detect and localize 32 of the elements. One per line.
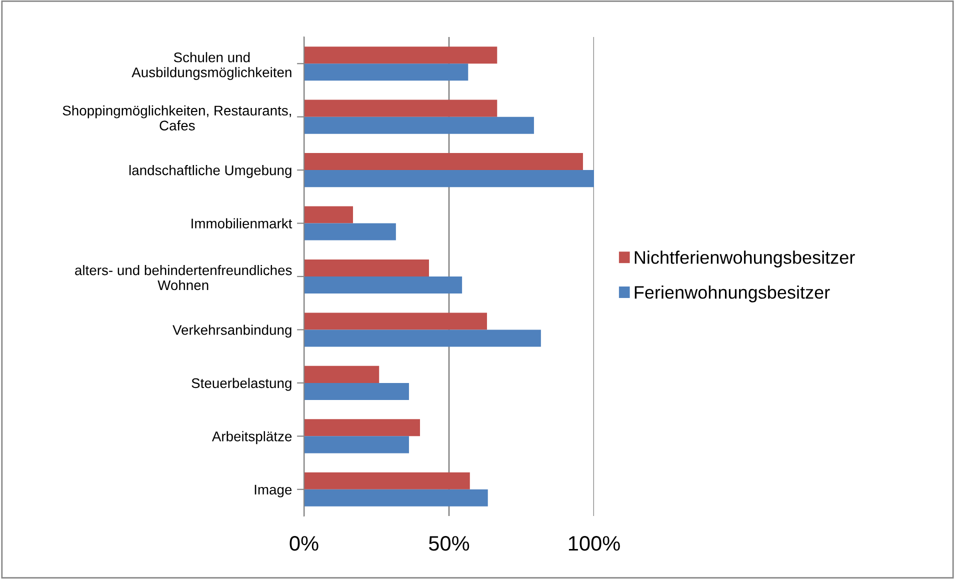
bar — [304, 116, 534, 134]
y-tick-label: landschaftliche Umgebung — [129, 165, 292, 178]
legend-label: Ferienwohnungsbesitzer — [634, 286, 830, 302]
legend-label: Nichtferienwohungsbesitzer — [634, 250, 855, 268]
bar — [304, 64, 468, 81]
bar — [304, 100, 498, 117]
bar — [304, 330, 541, 347]
bar — [304, 489, 488, 506]
y-tick-label: Arbeitsplätze — [212, 431, 292, 444]
y-tick-label: Steuerbelastung — [192, 378, 292, 391]
y-tick-label: Immobilienmarkt — [192, 218, 292, 228]
bar — [304, 259, 429, 276]
bar — [304, 206, 354, 224]
bar — [304, 419, 420, 436]
y-tick-label: Shoppingmöglichkeiten, Restaurants, Cafes — [62, 105, 291, 130]
bar — [304, 382, 409, 400]
y-tick-label: Schulen und Ausbildungsmöglichkeiten — [132, 52, 292, 80]
bar — [304, 170, 594, 188]
bar — [304, 312, 487, 330]
y-tick-label: Verkehrsanbindung — [172, 324, 292, 338]
y-tick-label: Image — [254, 484, 292, 498]
bar — [304, 46, 498, 64]
bar — [304, 276, 462, 294]
x-tick-label: 50% — [428, 536, 470, 551]
x-tick-label: 100% — [568, 536, 620, 551]
bar — [304, 153, 583, 170]
y-tick-label: alters- und behindertenfreundliches Wohnen — [75, 264, 292, 290]
bar — [304, 366, 380, 383]
bar — [304, 436, 409, 454]
bar — [304, 223, 396, 240]
bar — [304, 472, 470, 490]
x-tick-label: 0% — [290, 536, 318, 551]
